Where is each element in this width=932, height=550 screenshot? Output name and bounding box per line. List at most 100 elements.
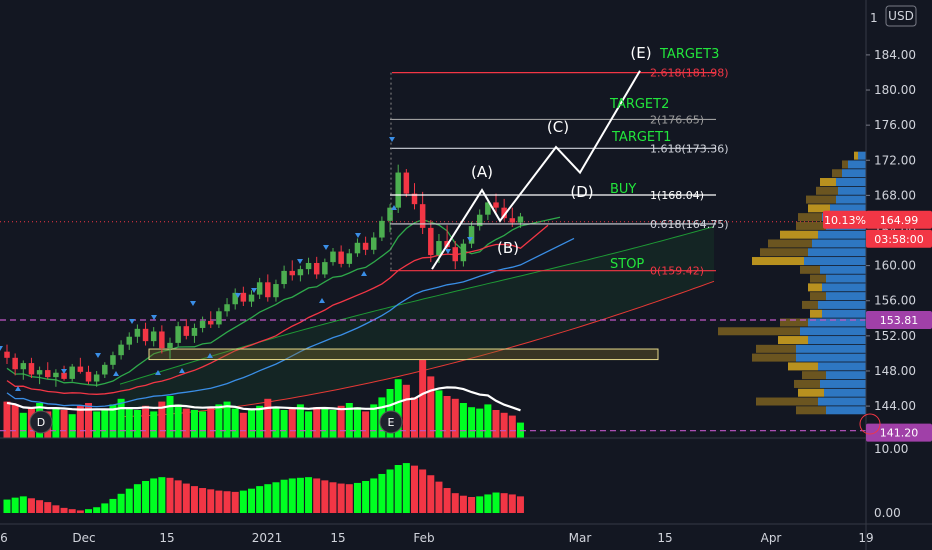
volume-bar (52, 407, 60, 438)
volume-bar (370, 404, 378, 438)
volume-bar (174, 404, 182, 438)
profile-bar-sell (794, 379, 820, 388)
y-tick-label: 168.00 (874, 188, 916, 202)
profile-bar-sell (832, 169, 842, 178)
osc-bar (19, 496, 27, 513)
osc-bar (370, 478, 378, 513)
profile-bar-buy (838, 186, 866, 195)
osc-bar (76, 510, 84, 513)
candle-body (313, 262, 320, 275)
y-tick-label: 172.00 (874, 153, 916, 167)
osc-bar (101, 503, 109, 513)
candle-body (322, 262, 328, 275)
candle-body (379, 220, 385, 238)
candle-body (517, 216, 524, 223)
target-label: BUY (610, 182, 636, 197)
volume-bar (427, 376, 435, 438)
volume-bar (60, 410, 68, 438)
osc-bar (133, 484, 141, 513)
candle-body (338, 251, 344, 264)
candle-body (175, 326, 181, 343)
osc-bar (313, 478, 321, 513)
x-tick-label: Apr (761, 531, 782, 545)
candle-body (93, 374, 100, 382)
osc-bar (321, 480, 329, 513)
osc-bar (3, 499, 11, 513)
osc-bar (362, 481, 370, 513)
osc-bar (117, 493, 125, 513)
wave-label: (C) (547, 118, 569, 136)
scroll-icon (859, 413, 881, 435)
osc-bar (500, 493, 508, 513)
profile-bar-sell (810, 292, 826, 301)
volume-bar (329, 410, 337, 438)
candle-body (4, 351, 10, 358)
osc-bar (11, 497, 19, 513)
profile-bar-sell (810, 274, 826, 283)
osc-bar (516, 496, 524, 513)
volume-bar (313, 407, 321, 438)
currency-badge: USD (888, 9, 914, 23)
candle-body (191, 327, 198, 336)
osc-bar (60, 507, 68, 513)
osc-bar (508, 494, 516, 513)
volume-bar (272, 407, 280, 438)
osc-tick-label: 0.00 (874, 506, 901, 520)
profile-bar-sell (854, 151, 858, 160)
profile-bar-buy (818, 300, 866, 309)
up-marker (391, 205, 397, 210)
volume-bar (492, 410, 500, 438)
y-tick-label: 184.00 (874, 48, 916, 62)
osc-bar (492, 492, 500, 513)
profile-bar-buy (826, 292, 866, 301)
y-tick-label: 176.00 (874, 118, 916, 132)
candle-body (476, 214, 483, 227)
candle-body (167, 342, 173, 349)
profile-bar-buy (820, 379, 866, 388)
fib-label: 2(176.65) (650, 113, 704, 126)
osc-bar (44, 502, 52, 513)
osc-bar (182, 483, 190, 513)
osc-bar (248, 488, 255, 513)
profile-bar-sell (810, 309, 822, 318)
candle-body (134, 328, 141, 337)
profile-bar-buy (848, 160, 866, 169)
profile-bar-buy (822, 283, 866, 292)
fib-label: 1(168.04) (650, 189, 704, 202)
cloud-upper (119, 226, 715, 385)
candle-body (419, 204, 426, 228)
x-tick-label: 2021 (252, 531, 283, 545)
event-circle (29, 410, 53, 434)
profile-bar-sell (788, 362, 818, 371)
wave-path (431, 70, 641, 270)
candle-body (126, 336, 132, 345)
target-label: TARGET3 (659, 47, 719, 62)
osc-bar (435, 481, 443, 513)
profile-bar-buy (830, 204, 866, 213)
pct-tag-bg (823, 210, 867, 229)
volume-bar (419, 359, 427, 438)
volume-bar (500, 412, 508, 438)
y-tick-label: 152.00 (874, 329, 916, 343)
profile-bar-sell (798, 388, 824, 397)
x-tick-label: 15 (159, 531, 174, 545)
up-marker (319, 298, 325, 303)
profile-bar-buy (804, 257, 866, 266)
candle-body (354, 242, 361, 254)
candle-body (20, 363, 27, 370)
candle-body (183, 326, 190, 336)
y-tick-label: 156.00 (874, 294, 916, 308)
candle-body (330, 251, 336, 263)
volume-bar (93, 411, 101, 438)
profile-bar-buy (858, 151, 866, 160)
osc-bar (427, 475, 435, 513)
osc-bar (207, 489, 215, 513)
current-price-tag-bg (866, 210, 932, 229)
fib-label: 1.618(173.36) (650, 142, 729, 155)
volume-bar (190, 410, 198, 438)
profile-bar-sell (798, 213, 822, 222)
osc-bar (305, 477, 313, 513)
down-marker (445, 249, 451, 254)
x-tick-label: 15 (657, 531, 672, 545)
